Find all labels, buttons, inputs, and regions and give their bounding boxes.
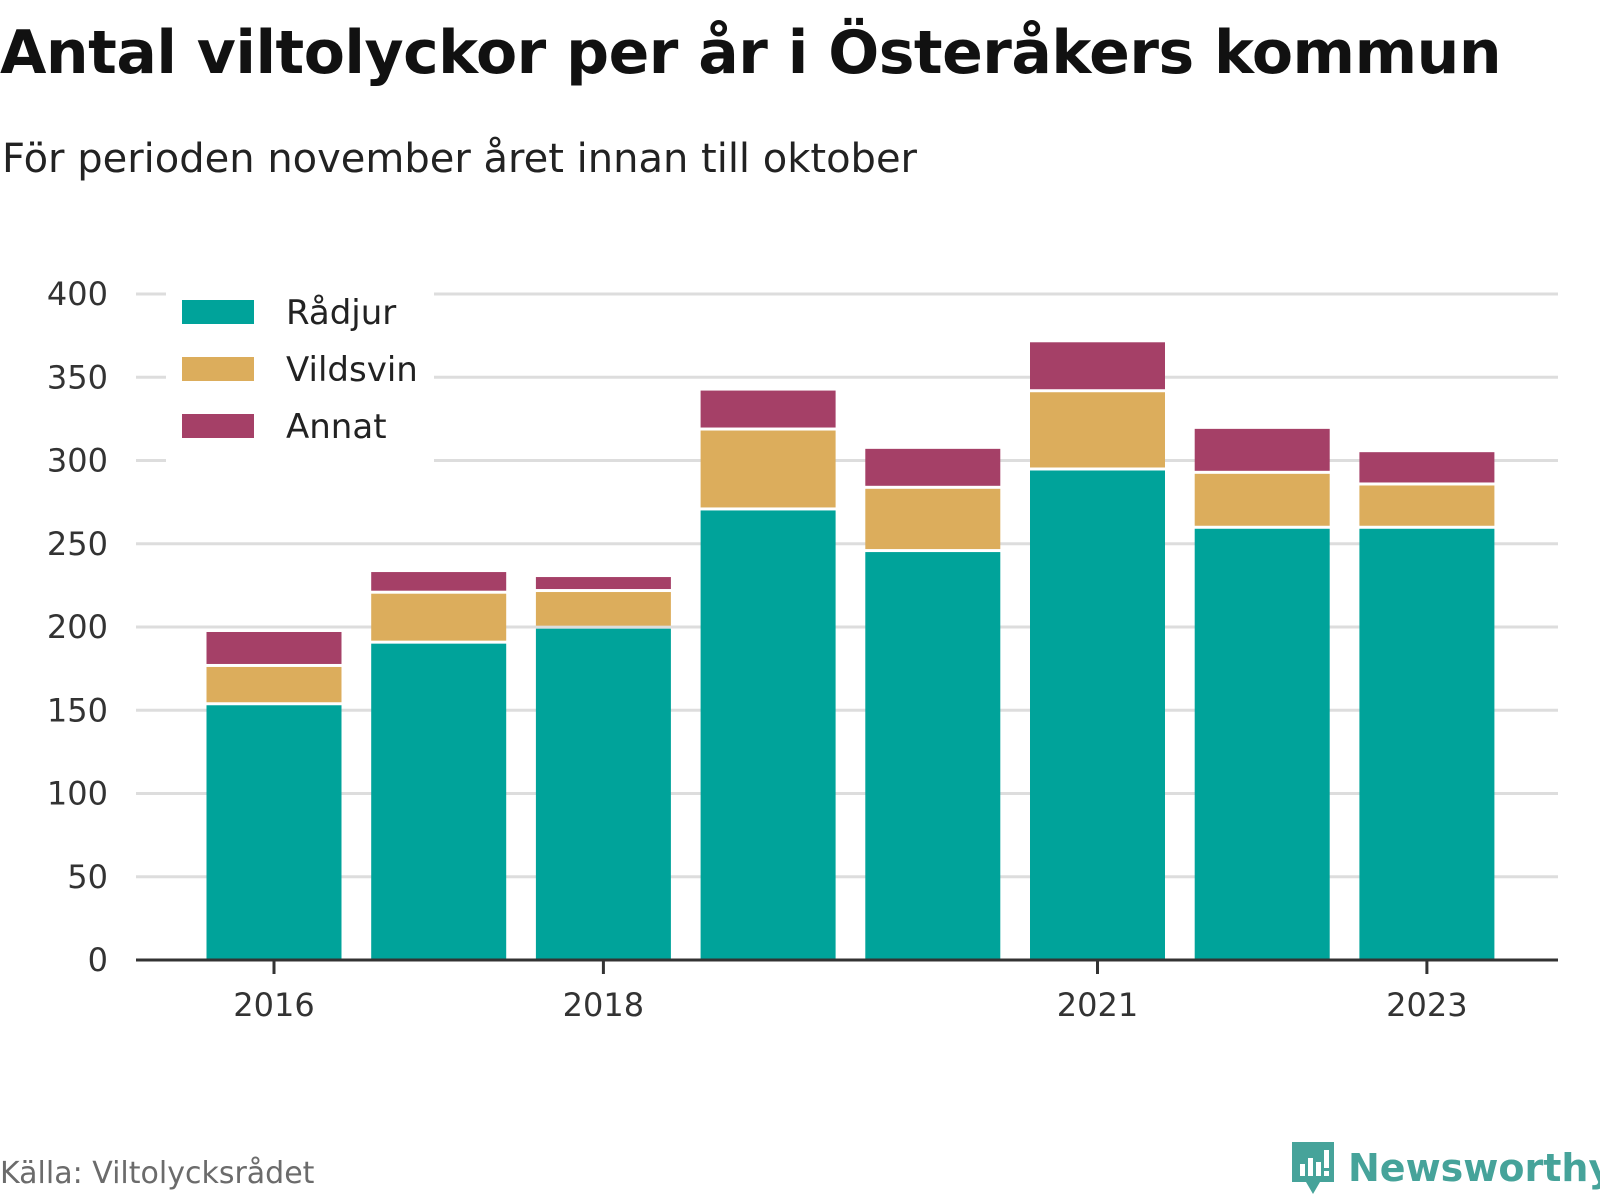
y-tick-label-400: 400	[47, 275, 108, 313]
y-tick-label-150: 150	[47, 691, 108, 729]
y-tick-label-100: 100	[47, 775, 108, 813]
bar-2022-rådjur	[1194, 528, 1330, 960]
x-tick-label-2021: 2021	[1057, 986, 1138, 1024]
bar-2018-rådjur	[535, 628, 671, 960]
newsworthy-logo-icon	[1292, 1142, 1334, 1194]
bar-2017-vildsvin	[371, 593, 507, 641]
y-tick-label-200: 200	[47, 608, 108, 646]
bar-2022-annat	[1194, 428, 1330, 471]
bar-2023-annat	[1359, 452, 1495, 483]
bar-2021-vildsvin	[1030, 392, 1165, 468]
legend-label-rådjur: Rådjur	[286, 293, 396, 333]
stacked-bar-chart: 0 50 100 150 200 250 300 350 400 2016 2018 2021 202…	[47, 275, 1558, 1024]
bar-2019-annat	[700, 390, 836, 428]
bar-2019-vildsvin	[700, 430, 836, 508]
legend: Rådjur Vildsvin Annat	[166, 292, 434, 464]
y-tick-label-0: 0	[88, 941, 108, 979]
brand-name: Newsworthy	[1348, 1146, 1600, 1190]
bar-2017-rådjur	[371, 643, 507, 960]
bar-2021-rådjur	[1030, 470, 1165, 960]
bar-2016-vildsvin	[206, 666, 342, 703]
brand-logo: Newsworthy	[1290, 1140, 1600, 1196]
legend-label-vildsvin: Vildsvin	[286, 350, 418, 390]
y-axis: 0 50 100 150 200 250 300 350 400	[47, 275, 108, 979]
y-tick-label-350: 350	[47, 358, 108, 396]
bar-2022-vildsvin	[1194, 473, 1330, 526]
y-tick-label-250: 250	[47, 525, 108, 563]
x-tick-label-2023: 2023	[1386, 986, 1467, 1024]
chart-subtitle: För perioden november året innan till ok…	[2, 136, 917, 182]
x-tick-label-2016: 2016	[233, 986, 314, 1024]
chart-title: Antal viltolyckor per år i Österåkers ko…	[0, 18, 1502, 88]
bar-2019-rådjur	[700, 510, 836, 960]
y-tick-label-50: 50	[67, 858, 108, 896]
x-tick-label-2018: 2018	[563, 986, 644, 1024]
x-axis: 2016 2018 2021 2023	[136, 958, 1558, 1024]
legend-label-annat: Annat	[286, 407, 387, 447]
bar-2023-rådjur	[1359, 528, 1495, 960]
bar-2021-annat	[1030, 342, 1165, 390]
bar-2018-vildsvin	[535, 592, 671, 626]
legend-swatch-vildsvin	[182, 357, 254, 381]
bar-2020-annat	[865, 448, 1001, 486]
source-note: Källa: Viltolycksrådet	[0, 1156, 315, 1191]
bar-2020-rådjur	[865, 552, 1001, 960]
bar-2020-vildsvin	[865, 488, 1001, 550]
y-tick-label-300: 300	[47, 442, 108, 480]
bar-2016-annat	[206, 631, 342, 664]
bars	[206, 342, 1495, 960]
bar-2016-rådjur	[206, 705, 342, 960]
bar-2023-vildsvin	[1359, 485, 1495, 526]
legend-swatch-rådjur	[182, 300, 254, 324]
bar-2018-annat	[535, 577, 671, 590]
bar-2017-annat	[371, 572, 507, 591]
legend-swatch-annat	[182, 414, 254, 438]
